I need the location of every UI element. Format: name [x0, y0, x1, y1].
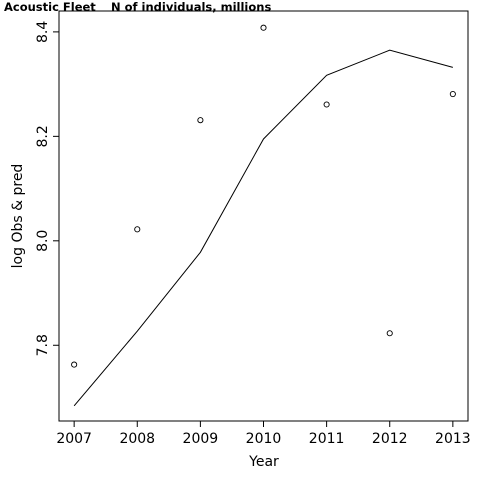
x-tick-label: 2007	[56, 431, 92, 447]
y-tick-label: 8.4	[35, 21, 51, 43]
y-tick-label: 8.2	[35, 125, 51, 147]
observed-point	[134, 226, 141, 233]
x-tick-label: 2010	[246, 431, 282, 447]
plot-frame	[58, 10, 469, 422]
observed-point	[197, 117, 204, 124]
observed-point	[449, 90, 456, 98]
predicted-line	[73, 49, 453, 407]
x-tick-label: 2009	[183, 431, 219, 447]
observed-point	[323, 101, 330, 108]
x-tick-label: 2013	[435, 431, 471, 447]
x-tick-label: 2011	[309, 431, 345, 447]
x-axis: 2007 2008 2009 2010 2011 2012 2013	[56, 421, 471, 447]
chart-title: Acoustic Fleet	[4, 0, 96, 14]
x-tick-label: 2008	[119, 431, 155, 447]
y-axis: 7.8 8.0 8.2 8.4	[35, 21, 59, 356]
y-tick-label: 8.0	[35, 230, 51, 252]
chart-subtitle: N of individuals, millions	[111, 0, 271, 14]
x-tick-label: 2012	[372, 431, 408, 447]
x-axis-label: Year	[248, 454, 279, 470]
y-axis-label: log Obs & pred	[10, 164, 26, 269]
chart-marks	[71, 24, 456, 407]
y-tick-label: 7.8	[35, 334, 51, 356]
observed-point	[260, 24, 267, 31]
observed-point	[386, 330, 393, 337]
observed-point	[71, 361, 78, 368]
